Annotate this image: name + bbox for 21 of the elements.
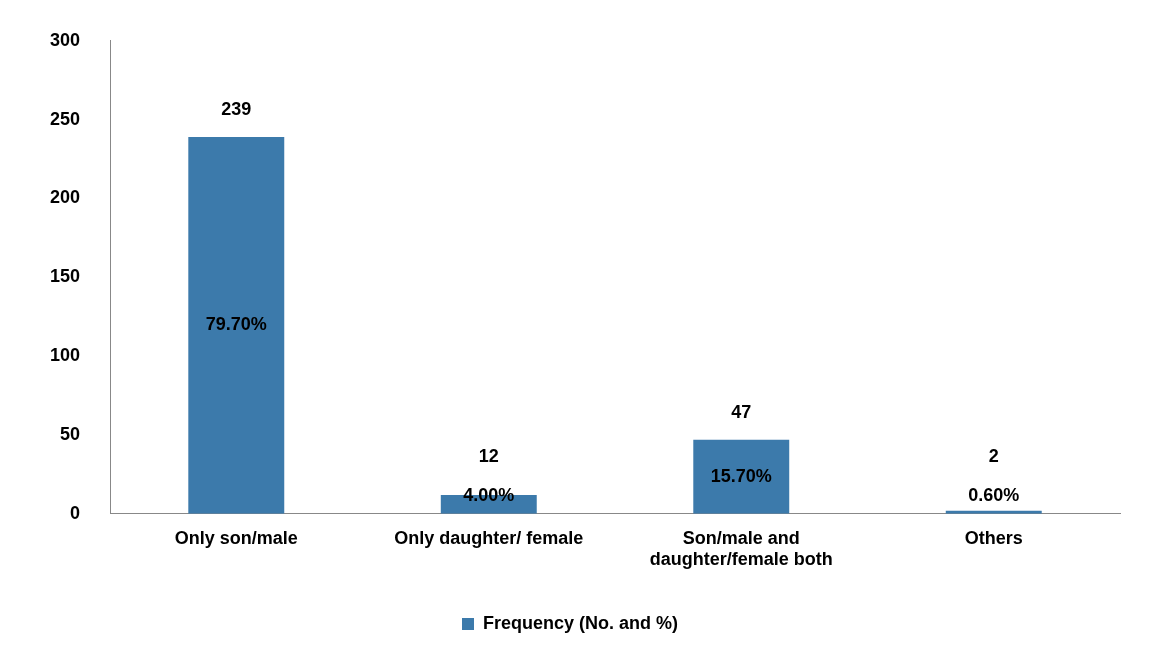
x-tick-label: Only daughter/ female [394, 527, 584, 548]
x-tick-label: Others [964, 527, 1023, 548]
y-tick-label: 200 [49, 187, 81, 208]
data-label: 2 [988, 445, 999, 466]
annotation: 0.60% [968, 484, 1020, 505]
x-tick-label: Only son/male [174, 527, 298, 548]
bar [188, 136, 285, 514]
annotation: 79.70% [205, 314, 267, 335]
x-tick-label: Son/male and daughter/female both [649, 527, 833, 570]
y-tick-label: 0 [70, 502, 81, 523]
data-label: 12 [478, 445, 499, 466]
legend-label: Frequency (No. and %) [482, 612, 679, 633]
y-tick-label: 100 [49, 345, 81, 366]
data-label: 239 [221, 98, 252, 119]
bar [693, 439, 790, 514]
y-tick-label: 50 [60, 423, 81, 444]
data-label: 47 [731, 401, 752, 422]
annotation: 15.70% [710, 465, 772, 486]
y-tick-label: 250 [49, 108, 81, 129]
y-tick-label: 150 [49, 266, 81, 287]
y-tick-label: 300 [49, 29, 81, 50]
